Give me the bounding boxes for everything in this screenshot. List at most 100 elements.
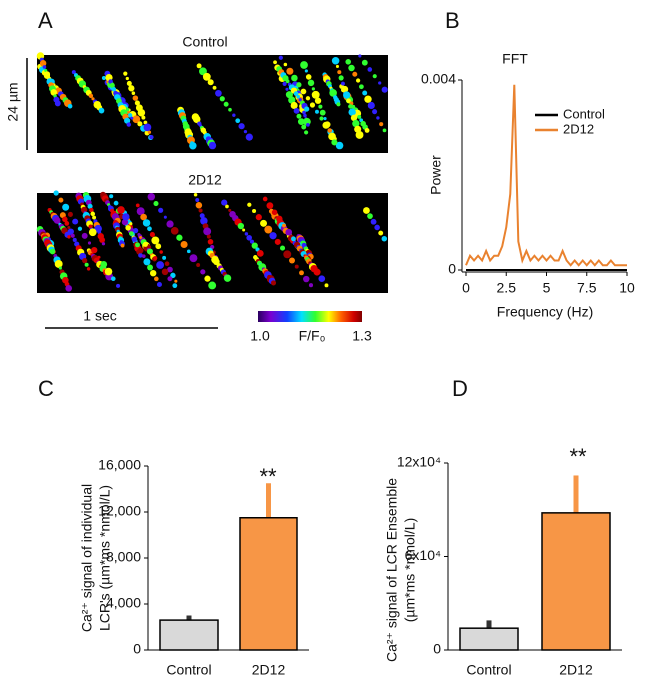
signal-spot	[328, 132, 336, 141]
signal-spot	[294, 264, 299, 269]
panel-letter: B	[445, 8, 460, 33]
signal-spot	[296, 113, 302, 119]
x-tick-label: Control	[166, 662, 211, 678]
signal-spot	[104, 267, 113, 276]
signal-spot	[282, 223, 286, 228]
signal-spot	[307, 79, 315, 87]
signal-spot	[208, 281, 217, 290]
signal-spot	[67, 228, 74, 235]
signal-spot	[109, 82, 115, 88]
signal-spot	[88, 228, 97, 237]
signal-spot	[155, 243, 162, 250]
signal-spot	[151, 236, 160, 245]
signal-spot	[256, 250, 264, 257]
signal-spot	[135, 242, 140, 248]
x-tick-label: 2D12	[252, 662, 286, 678]
signal-spot	[273, 60, 277, 65]
signal-spot	[170, 272, 176, 279]
x-tick-label: 10	[619, 280, 635, 296]
signal-spot	[203, 227, 212, 236]
colorbar-max: 1.3	[352, 328, 372, 344]
signal-spot	[147, 192, 156, 201]
signal-spot	[378, 81, 382, 85]
signal-spot	[337, 70, 342, 75]
x-tick-label: 0	[462, 280, 470, 296]
signal-spot	[367, 101, 375, 109]
signal-spot	[120, 243, 125, 248]
image-title: Control	[182, 34, 227, 50]
signal-spot	[352, 119, 360, 128]
signal-spot	[147, 264, 154, 271]
signal-spot	[122, 213, 130, 221]
signal-spot	[303, 106, 310, 112]
signal-spot	[100, 261, 108, 268]
signal-spot	[318, 275, 326, 283]
signal-spot	[71, 70, 76, 75]
signal-spot	[260, 219, 268, 227]
x-scale-label: 1 sec	[83, 308, 116, 324]
signal-spot	[82, 258, 88, 264]
signal-spot	[285, 228, 293, 236]
signal-spot	[87, 241, 92, 245]
signal-spot	[297, 118, 305, 126]
signal-spot	[324, 121, 331, 128]
signal-spot	[138, 253, 143, 258]
signal-spot	[91, 97, 95, 101]
signal-spot	[156, 282, 162, 288]
signal-spot	[110, 276, 116, 282]
signal-spot	[91, 246, 98, 254]
signal-spot	[195, 198, 200, 202]
signal-spot	[137, 108, 146, 117]
signal-spot	[193, 193, 198, 197]
signal-spot	[367, 213, 373, 219]
signal-spot	[154, 276, 159, 282]
signal-spot	[305, 74, 312, 80]
signal-spot	[215, 89, 222, 97]
signal-spot	[282, 81, 287, 86]
y-tick-label: 12,000	[98, 503, 141, 519]
colorbar	[258, 311, 362, 322]
signal-spot	[88, 93, 94, 99]
signal-spot	[296, 94, 300, 99]
signal-spot	[128, 231, 134, 236]
signal-spot	[299, 270, 304, 276]
signal-spot	[271, 209, 278, 216]
y-tick-label: 0	[133, 641, 141, 657]
signal-spot	[362, 90, 368, 96]
signal-spot	[357, 114, 362, 119]
y-axis-label: (µm*ms *nmol/L)	[402, 518, 418, 623]
signal-spot	[147, 130, 152, 134]
signal-spot	[223, 274, 232, 282]
signal-spot	[150, 269, 157, 277]
signal-spot	[139, 235, 143, 239]
chart-title: FFT	[502, 51, 528, 67]
signal-spot	[137, 247, 144, 254]
signal-spot	[127, 113, 133, 118]
signal-spot	[245, 133, 253, 141]
signal-spot	[58, 266, 62, 270]
bar	[459, 627, 519, 651]
x-tick-label: 5	[543, 280, 551, 296]
signal-spot	[97, 255, 101, 259]
signal-spot	[121, 218, 129, 226]
signal-spot	[49, 248, 56, 255]
signal-spot	[345, 58, 351, 65]
signal-spot	[336, 102, 341, 107]
signal-spot	[327, 128, 333, 133]
signal-spot	[311, 90, 320, 99]
signal-spot	[135, 203, 140, 208]
signal-spot	[44, 71, 51, 78]
signal-spot	[378, 230, 384, 236]
signal-spot	[131, 236, 138, 242]
signal-spot	[142, 219, 151, 227]
signal-spot	[158, 207, 164, 213]
signal-spot	[140, 213, 147, 221]
signal-spot	[54, 260, 63, 268]
signal-spot	[111, 87, 117, 92]
signal-spot	[134, 100, 140, 106]
signal-spot	[132, 95, 139, 101]
y-tick-label: 6x10⁴	[405, 547, 441, 563]
signal-spot	[242, 228, 246, 232]
signal-spot	[304, 69, 308, 73]
signal-spot	[131, 91, 136, 95]
